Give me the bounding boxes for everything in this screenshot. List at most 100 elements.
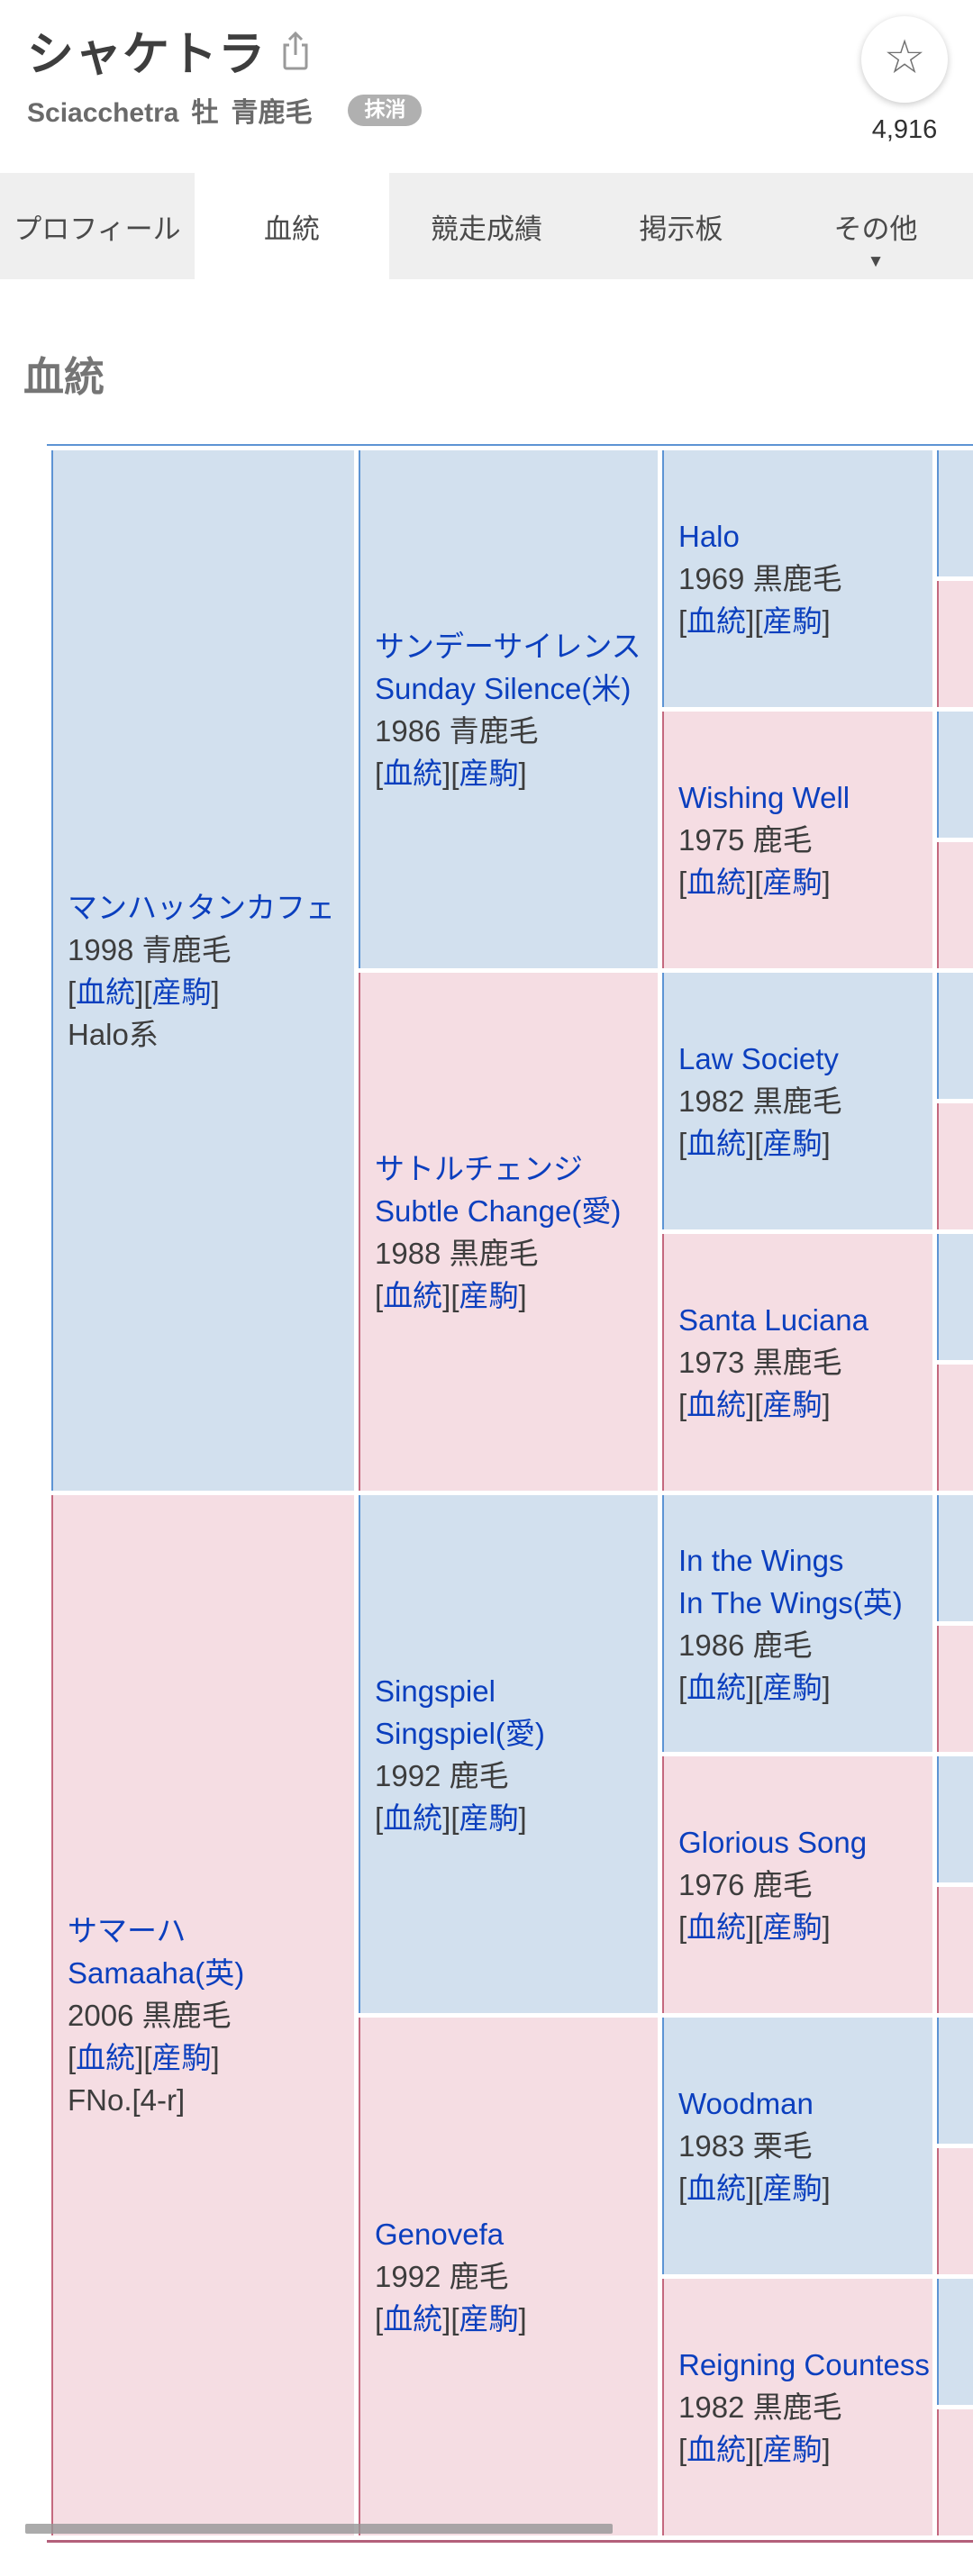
horse-link[interactable]: Woodman bbox=[678, 2087, 814, 2120]
pedigree-cell: Glorious Song 1976 鹿毛 [血統][産駒] bbox=[662, 1756, 932, 2013]
tab-bar: プロフィール 血統 競走成績 掲示板 その他 ▼ bbox=[0, 173, 973, 279]
horse-sex: 牡 bbox=[191, 98, 219, 128]
gen4-cell bbox=[937, 450, 973, 576]
pedigree-cell: Reigning Countess 1982 黒鹿毛 [血統][産駒] bbox=[662, 2279, 932, 2535]
offspring-link[interactable]: 産駒 bbox=[762, 2172, 823, 2205]
tab-board[interactable]: 掲示板 bbox=[639, 213, 723, 245]
pedigree-cell: Santa Luciana 1973 黒鹿毛 [血統][産駒] bbox=[662, 1234, 932, 1491]
horse-link[interactable]: マンハッタンカフェ bbox=[68, 890, 335, 924]
offspring-link[interactable]: 産駒 bbox=[459, 1800, 519, 1835]
blood-link[interactable]: 血統 bbox=[383, 2302, 443, 2336]
pedigree-cell: Woodman 1983 栗毛 [血統][産駒] bbox=[662, 2018, 932, 2274]
gen4-cell bbox=[937, 1756, 973, 1882]
horse-link[interactable]: Subtle Change(愛) bbox=[375, 1193, 622, 1228]
horse-link[interactable]: In the Wings bbox=[678, 1543, 844, 1577]
share-icon bbox=[278, 31, 313, 75]
horse-link[interactable]: Genovefa bbox=[375, 2218, 505, 2251]
gen4-cell bbox=[937, 2148, 973, 2274]
sire-line: Halo系 bbox=[68, 1017, 159, 1051]
blood-link[interactable]: 血統 bbox=[383, 1800, 443, 1835]
blood-link[interactable]: 血統 bbox=[383, 756, 443, 790]
blood-link[interactable]: 血統 bbox=[687, 604, 747, 638]
horse-link[interactable]: Singspiel bbox=[375, 1673, 496, 1708]
pedigree-cell: Wishing Well 1975 鹿毛 [血統][産駒] bbox=[662, 712, 932, 968]
gen4-cell bbox=[937, 1626, 973, 1752]
blood-link[interactable]: 血統 bbox=[687, 1910, 747, 1944]
pedigree-table: マンハッタンカフェ 1998 青鹿毛 [血統][産駒] Halo系 サンデーサイ… bbox=[47, 446, 973, 2540]
offspring-link[interactable]: 産駒 bbox=[762, 1127, 823, 1160]
gen4-cell bbox=[937, 1365, 973, 1491]
gen4-cell bbox=[937, 2409, 973, 2535]
offspring-link[interactable]: 産駒 bbox=[151, 975, 212, 1009]
pedigree-cell: サンデーサイレンス Sunday Silence(米) 1986 青鹿毛 [血統… bbox=[359, 450, 658, 968]
tab-race-results[interactable]: 競走成績 bbox=[431, 213, 542, 245]
status-badge: 抹消 bbox=[348, 94, 423, 126]
horse-link[interactable]: サンデーサイレンス bbox=[375, 629, 641, 663]
horse-link[interactable]: Santa Luciana bbox=[678, 1303, 869, 1337]
horse-link[interactable]: Halo bbox=[678, 520, 740, 553]
offspring-link[interactable]: 産駒 bbox=[762, 2433, 823, 2466]
horse-link[interactable]: Singspiel(愛) bbox=[375, 1716, 545, 1750]
blood-link[interactable]: 血統 bbox=[76, 975, 136, 1009]
horse-link[interactable]: Sunday Silence(米) bbox=[375, 671, 632, 705]
pedigree-table-container[interactable]: マンハッタンカフェ 1998 青鹿毛 [血統][産駒] Halo系 サンデーサイ… bbox=[47, 444, 973, 2543]
horse-coat: 青鹿毛 bbox=[231, 98, 313, 128]
offspring-link[interactable]: 産駒 bbox=[762, 1910, 823, 1944]
blood-link[interactable]: 血統 bbox=[383, 1278, 443, 1312]
gen4-cell bbox=[937, 1103, 973, 1229]
blood-link[interactable]: 血統 bbox=[687, 1670, 747, 1704]
horse-link[interactable]: In The Wings(英) bbox=[678, 1585, 903, 1619]
gen4-cell bbox=[937, 1234, 973, 1360]
offspring-link[interactable]: 産駒 bbox=[762, 1670, 823, 1704]
tab-profile[interactable]: プロフィール bbox=[14, 213, 181, 245]
gen4-cell bbox=[937, 712, 973, 838]
favorite-count: 4,916 bbox=[871, 115, 938, 144]
offspring-link[interactable]: 産駒 bbox=[762, 1388, 823, 1421]
pedigree-cell-sire: マンハッタンカフェ 1998 青鹿毛 [血統][産駒] Halo系 bbox=[51, 450, 354, 1491]
blood-link[interactable]: 血統 bbox=[687, 1127, 747, 1160]
page-title: シャケトラ bbox=[27, 29, 267, 81]
horse-name-en: Sciacchetra bbox=[27, 98, 179, 128]
share-button[interactable] bbox=[278, 30, 313, 76]
family-number: FNo.[4-r] bbox=[68, 2083, 186, 2117]
star-icon: ☆ bbox=[883, 32, 926, 84]
blood-link[interactable]: 血統 bbox=[76, 2041, 136, 2074]
offspring-link[interactable]: 産駒 bbox=[762, 866, 823, 899]
gen4-cell bbox=[937, 1887, 973, 2013]
horse-link[interactable]: Glorious Song bbox=[678, 1826, 868, 1859]
blood-link[interactable]: 血統 bbox=[687, 2433, 747, 2466]
gen4-cell bbox=[937, 2279, 973, 2405]
horse-link[interactable]: サトルチェンジ bbox=[375, 1151, 583, 1185]
tab-pedigree[interactable]: 血統 bbox=[195, 173, 389, 279]
pedigree-cell: Halo 1969 黒鹿毛 [血統][産駒] bbox=[662, 450, 932, 707]
blood-link[interactable]: 血統 bbox=[687, 2172, 747, 2205]
pedigree-cell-dam: サマーハ Samaaha(英) 2006 黒鹿毛 [血統][産駒] FNo.[4… bbox=[51, 1495, 354, 2535]
offspring-link[interactable]: 産駒 bbox=[459, 1278, 519, 1312]
chevron-down-icon: ▼ bbox=[867, 252, 885, 271]
tab-others[interactable]: その他 ▼ bbox=[778, 173, 973, 279]
blood-link[interactable]: 血統 bbox=[687, 866, 747, 899]
gen4-cell bbox=[937, 1495, 973, 1621]
horse-link[interactable]: Samaaha(英) bbox=[68, 1956, 245, 1990]
pedigree-cell: Genovefa 1992 鹿毛 [血統][産駒] bbox=[359, 2018, 658, 2535]
offspring-link[interactable]: 産駒 bbox=[459, 2302, 519, 2336]
offspring-link[interactable]: 産駒 bbox=[762, 604, 823, 638]
gen4-cell bbox=[937, 973, 973, 1099]
horse-link[interactable]: Wishing Well bbox=[678, 781, 850, 814]
pedigree-cell: Law Society 1982 黒鹿毛 [血統][産駒] bbox=[662, 973, 932, 1229]
pedigree-cell: Singspiel Singspiel(愛) 1992 鹿毛 [血統][産駒] bbox=[359, 1495, 658, 2013]
gen4-cell bbox=[937, 581, 973, 707]
horse-link[interactable]: Reigning Countess bbox=[678, 2348, 930, 2381]
horse-link[interactable]: Law Society bbox=[678, 1042, 839, 1075]
horizontal-scrollbar-thumb[interactable] bbox=[25, 2524, 613, 2534]
horse-subtitle: Sciacchetra 牡青鹿毛 bbox=[27, 90, 324, 130]
offspring-link[interactable]: 産駒 bbox=[459, 756, 519, 790]
offspring-link[interactable]: 産駒 bbox=[151, 2041, 212, 2074]
header: シャケトラ Sciacchetra 牡青鹿毛 抹消 ☆ 4,916 bbox=[0, 0, 973, 173]
horse-link[interactable]: サマーハ bbox=[68, 1914, 186, 1947]
blood-link[interactable]: 血統 bbox=[687, 1388, 747, 1421]
gen4-cell bbox=[937, 842, 973, 968]
pedigree-cell: サトルチェンジ Subtle Change(愛) 1988 黒鹿毛 [血統][産… bbox=[359, 973, 658, 1491]
favorite-button[interactable]: ☆ bbox=[861, 16, 948, 103]
gen4-cell bbox=[937, 2018, 973, 2144]
